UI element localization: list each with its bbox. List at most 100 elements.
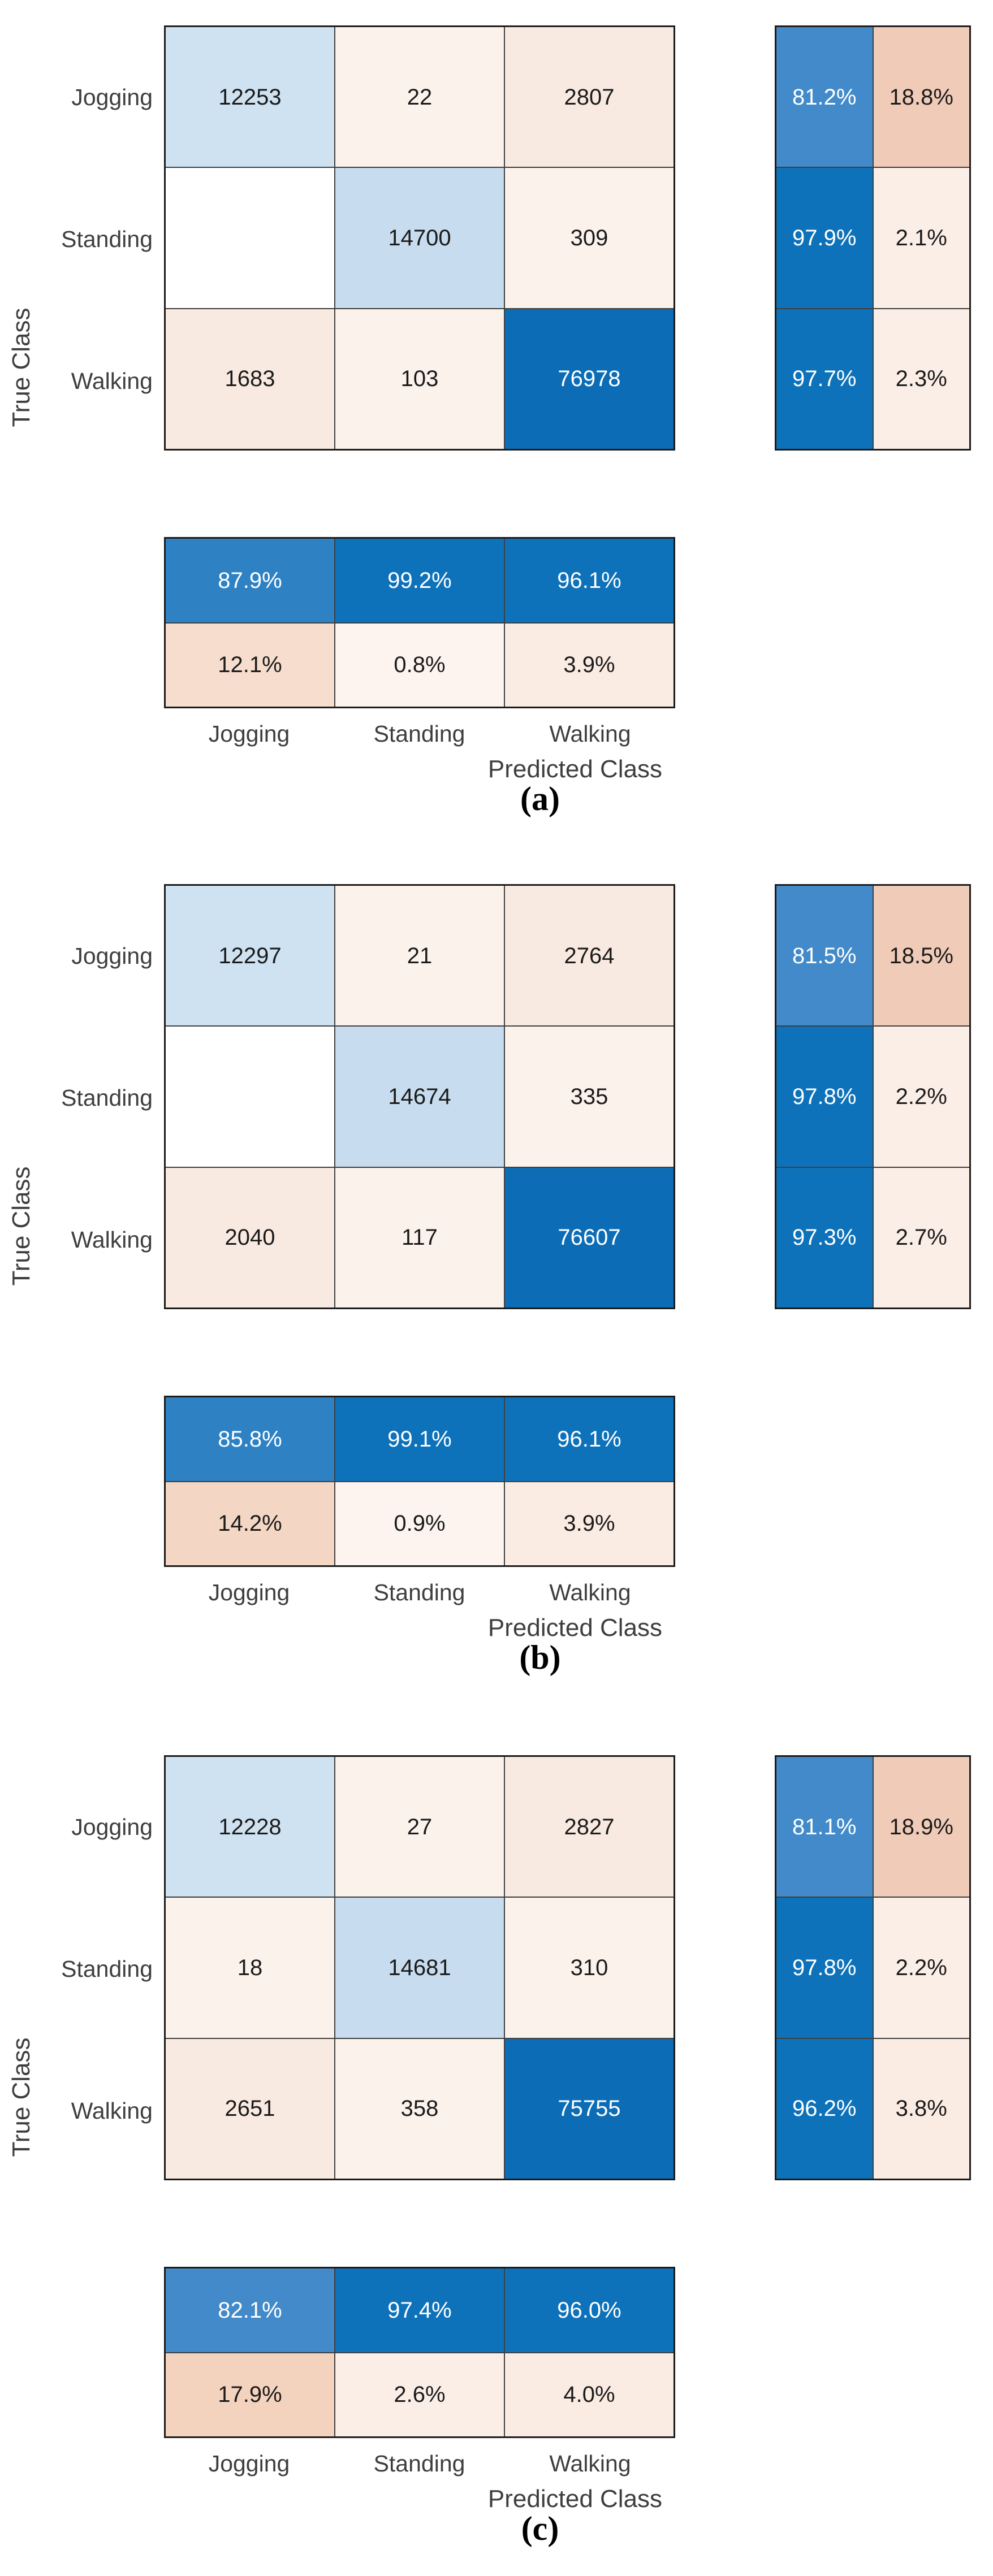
matrix-cell: 76607 xyxy=(505,1167,673,1308)
row-summary-cell: 18.8% xyxy=(873,27,969,167)
row-summary-cell: 97.8% xyxy=(776,1898,873,2038)
row-summary-cell: 97.7% xyxy=(776,309,873,449)
panel-caption-b: (b) xyxy=(519,1639,561,1676)
matrix-cell: 310 xyxy=(505,1898,673,2038)
matrix-cell: 1683 xyxy=(166,309,334,449)
matrix-cell: 22 xyxy=(335,27,504,167)
row-summary-cell: 18.5% xyxy=(873,886,969,1026)
panel-a-inner: True Class Jogging Standing Walking 1225… xyxy=(0,0,993,859)
row-summary-cell: 96.2% xyxy=(776,2038,873,2179)
matrix-cell: 2807 xyxy=(505,27,673,167)
col-summary-a: 87.9% 99.2% 96.1% 12.1% 0.8% 3.9% xyxy=(164,537,675,708)
col-tick-label-jogging: Jogging xyxy=(208,721,290,747)
col-summary-c: 82.1% 97.4% 96.0% 17.9% 2.6% 4.0% xyxy=(164,2267,675,2438)
col-tick-label-walking: Walking xyxy=(549,2451,631,2477)
panel-caption-c: (c) xyxy=(521,2510,559,2547)
col-tick-label-standing: Standing xyxy=(373,2451,465,2477)
row-summary-cell: 97.3% xyxy=(776,1167,873,1308)
row-summary-cell: 97.9% xyxy=(776,168,873,308)
row-summary-c: 81.1% 18.9% 97.8% 2.2% 96.2% 3.8% xyxy=(775,1755,971,2180)
panel-c-inner: True Class Jogging Standing Walking 1222… xyxy=(0,1730,993,2576)
col-summary-cell: 96.0% xyxy=(505,2268,673,2352)
panel-caption-a: (a) xyxy=(520,780,560,817)
matrix-cell: 2764 xyxy=(505,886,673,1026)
matrix-cell: 21 xyxy=(335,886,504,1026)
col-summary-cell: 14.2% xyxy=(166,1482,334,1565)
matrix-cell: 309 xyxy=(505,168,673,308)
matrix-cell-empty xyxy=(166,168,334,308)
col-tick-label-standing: Standing xyxy=(373,721,465,747)
col-summary-cell: 17.9% xyxy=(166,2353,334,2436)
row-summary-cell: 18.9% xyxy=(873,1757,969,1897)
col-tick-label-standing: Standing xyxy=(373,1579,465,1605)
matrix-cell: 358 xyxy=(335,2038,504,2179)
col-tick-label-walking: Walking xyxy=(549,1579,631,1605)
matrix-cell-empty xyxy=(166,1027,334,1167)
matrix-cell: 14681 xyxy=(335,1898,504,2038)
predicted-class-axis-label: Predicted Class xyxy=(487,755,663,783)
row-summary-cell: 2.3% xyxy=(873,309,969,449)
col-summary-cell: 82.1% xyxy=(166,2268,334,2352)
matrix-cell: 2651 xyxy=(166,2038,334,2179)
row-summary-cell: 81.1% xyxy=(776,1757,873,1897)
panel-b-inner: True Class Jogging Standing Walking 1229… xyxy=(0,859,993,1717)
matrix-cell: 2827 xyxy=(505,1757,673,1897)
col-summary-cell: 0.8% xyxy=(335,623,504,707)
row-summary-a: 81.2% 18.8% 97.9% 2.1% 97.7% 2.3% xyxy=(775,25,971,451)
matrix-cell: 14700 xyxy=(335,168,504,308)
row-summary-b: 81.5% 18.5% 97.8% 2.2% 97.3% 2.7% xyxy=(775,884,971,1309)
col-tick-label-walking: Walking xyxy=(549,721,631,747)
predicted-class-axis-label: Predicted Class xyxy=(487,2485,663,2513)
row-summary-cell: 81.5% xyxy=(776,886,873,1026)
col-tick-label-jogging: Jogging xyxy=(208,1579,290,1605)
row-tick-label-walking: Walking xyxy=(71,368,153,394)
matrix-cell: 12297 xyxy=(166,886,334,1026)
row-summary-cell: 3.8% xyxy=(873,2038,969,2179)
row-tick-label-standing: Standing xyxy=(61,226,153,252)
row-tick-label-walking: Walking xyxy=(71,1227,153,1253)
matrix-cell: 335 xyxy=(505,1027,673,1167)
row-tick-label-jogging: Jogging xyxy=(71,1814,153,1840)
matrix-cell: 2040 xyxy=(166,1167,334,1308)
col-summary-cell: 96.1% xyxy=(505,1397,673,1481)
confusion-panel-c: True Class Jogging Standing Walking 1222… xyxy=(0,1717,993,2576)
confusion-panel-a: True Class Jogging Standing Walking 1225… xyxy=(0,0,993,859)
confusion-matrix-c: 12228 27 2827 18 14681 310 2651 358 7575… xyxy=(164,1755,675,2180)
confusion-panel-b: True Class Jogging Standing Walking 1229… xyxy=(0,859,993,1717)
predicted-class-axis-label: Predicted Class xyxy=(487,1614,663,1642)
col-summary-cell: 99.2% xyxy=(335,539,504,622)
row-summary-cell: 2.1% xyxy=(873,168,969,308)
col-summary-cell: 85.8% xyxy=(166,1397,334,1481)
col-summary-cell: 99.1% xyxy=(335,1397,504,1481)
row-summary-cell: 2.7% xyxy=(873,1167,969,1308)
confusion-matrix-a: 12253 22 2807 14700 309 1683 103 76978 xyxy=(164,25,675,451)
matrix-cell: 27 xyxy=(335,1757,504,1897)
row-tick-label-walking: Walking xyxy=(71,2098,153,2124)
row-summary-cell: 97.8% xyxy=(776,1027,873,1167)
row-tick-label-standing: Standing xyxy=(61,1085,153,1111)
col-summary-cell: 12.1% xyxy=(166,623,334,707)
matrix-cell: 14674 xyxy=(335,1027,504,1167)
matrix-cell: 76978 xyxy=(505,309,673,449)
col-summary-cell: 2.6% xyxy=(335,2353,504,2436)
row-tick-label-jogging: Jogging xyxy=(71,84,153,110)
col-summary-b: 85.8% 99.1% 96.1% 14.2% 0.9% 3.9% xyxy=(164,1396,675,1567)
col-summary-cell: 4.0% xyxy=(505,2353,673,2436)
col-tick-label-jogging: Jogging xyxy=(208,2451,290,2477)
row-summary-cell: 2.2% xyxy=(873,1027,969,1167)
matrix-cell: 12228 xyxy=(166,1757,334,1897)
col-summary-cell: 0.9% xyxy=(335,1482,504,1565)
col-summary-cell: 3.9% xyxy=(505,1482,673,1565)
row-summary-cell: 81.2% xyxy=(776,27,873,167)
matrix-cell: 117 xyxy=(335,1167,504,1308)
col-summary-cell: 87.9% xyxy=(166,539,334,622)
matrix-cell: 103 xyxy=(335,309,504,449)
matrix-cell: 18 xyxy=(166,1898,334,2038)
matrix-cell: 12253 xyxy=(166,27,334,167)
row-summary-cell: 2.2% xyxy=(873,1898,969,2038)
col-summary-cell: 97.4% xyxy=(335,2268,504,2352)
row-tick-label-standing: Standing xyxy=(61,1956,153,1982)
matrix-cell: 75755 xyxy=(505,2038,673,2179)
col-summary-cell: 96.1% xyxy=(505,539,673,622)
